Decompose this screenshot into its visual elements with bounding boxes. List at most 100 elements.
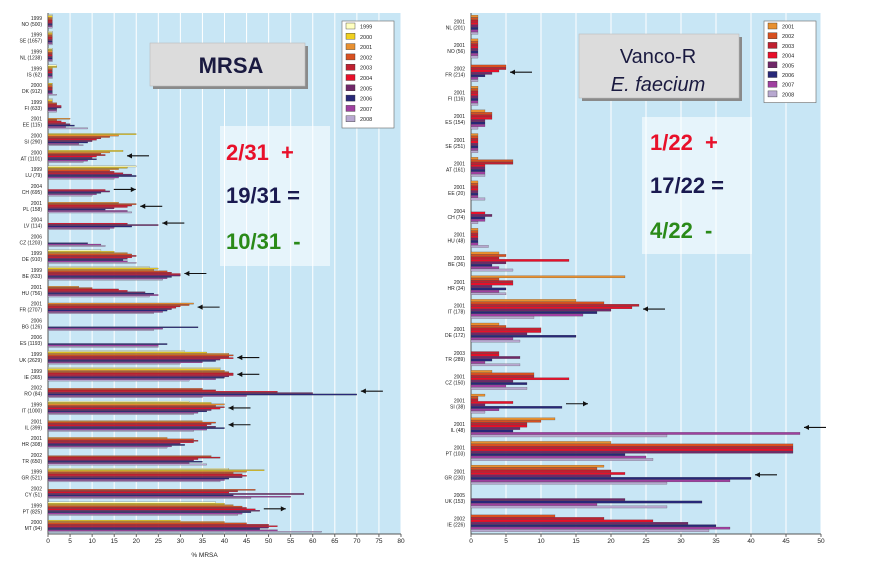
vre-category-year: 2001 (454, 446, 465, 452)
mrsa-bar (47, 526, 269, 529)
mrsa-bar (47, 193, 97, 195)
vre-legend-label: 2007 (782, 83, 794, 89)
mrsa-category-label: GR (521) (21, 476, 42, 482)
mrsa-bar (47, 211, 132, 214)
mrsa-category-label: TR (650) (22, 459, 42, 465)
vre-category-year: 2001 (454, 469, 465, 475)
mrsa-bar (47, 190, 110, 193)
mrsa-bar (47, 406, 225, 408)
mrsa-bar (47, 253, 132, 256)
mrsa-category-year: 1999 (31, 268, 42, 274)
vre-bar (470, 514, 556, 518)
mrsa-bar (47, 389, 216, 392)
mrsa-bar (47, 165, 137, 168)
mrsa-bar (47, 291, 146, 294)
mrsa-bar (47, 350, 185, 352)
mrsa-category-year: 2001 (31, 436, 42, 442)
mrsa-arrow-head (237, 371, 243, 377)
mrsa-bar (47, 344, 159, 347)
mrsa-bar (47, 158, 97, 160)
mrsa-bar (47, 458, 199, 460)
vre-summary-panel (642, 117, 752, 254)
mrsa-bar (47, 362, 181, 365)
mrsa-bar (47, 257, 128, 260)
mrsa-category-label: NO (500) (21, 22, 42, 28)
vre-bar (470, 117, 493, 120)
vre-bar (470, 301, 605, 305)
vre-bar (470, 403, 486, 407)
mrsa-bar (47, 277, 168, 279)
vre-bar (470, 188, 479, 191)
vre-bar (470, 479, 731, 483)
mrsa-category-year: 1999 (31, 352, 42, 358)
mrsa-bar (47, 393, 357, 396)
mrsa-category-year: 1999 (31, 251, 42, 257)
mrsa-bar (47, 403, 225, 406)
vre-category-label: UK (153) (445, 499, 465, 505)
mrsa-bar (47, 491, 230, 494)
mrsa-bar (47, 376, 225, 379)
mrsa-bar (47, 461, 203, 463)
mrsa-bar (47, 42, 53, 44)
mrsa-bar (47, 442, 181, 445)
mrsa-bar (47, 371, 230, 373)
mrsa-bar (47, 171, 115, 173)
mrsa-bar (47, 521, 225, 523)
mrsa-bar (47, 178, 115, 180)
vre-bar (470, 339, 521, 343)
mrsa-bar (47, 194, 93, 197)
vre-bar (470, 29, 479, 33)
mrsa-bar (47, 270, 168, 273)
vre-legend-label: 2008 (782, 92, 794, 98)
vre-summary-ratio: 1/22 + (650, 130, 718, 155)
mrsa-summary-ratio: 10/31 - (226, 229, 301, 254)
mrsa-category-label: IE (365) (24, 375, 42, 381)
vre-bar (470, 112, 493, 115)
vre-bar (470, 332, 528, 336)
mrsa-bar (47, 25, 53, 27)
mrsa-category-year: 1999 (31, 369, 42, 375)
mrsa-bar (47, 490, 238, 492)
mrsa-legend-swatch (345, 53, 356, 61)
mrsa-bar (47, 245, 106, 247)
vre-bar (470, 27, 479, 30)
mrsa-bar (47, 120, 62, 123)
vre-bar (470, 228, 479, 231)
vre-bar (470, 458, 654, 461)
mrsa-bar (47, 343, 168, 345)
mrsa-bar (47, 161, 84, 163)
mrsa-bar (47, 40, 53, 43)
vre-bar (470, 174, 486, 177)
vre-category-year: 2001 (454, 398, 465, 404)
vre-bar (470, 469, 612, 473)
vre-bar (470, 100, 479, 104)
vre-bar (470, 446, 794, 449)
mrsa-chart-title: MRSA (199, 53, 264, 78)
vre-category-label: CZ (150) (445, 381, 465, 387)
vre-bar (470, 164, 486, 167)
vre-bar (470, 370, 493, 373)
mrsa-trend-arrow (113, 186, 136, 193)
mrsa-summary-ratio: 2/31 + (226, 140, 294, 165)
mrsa-bar (47, 91, 53, 93)
mrsa-bar (47, 98, 53, 100)
vre-legend-label: 2003 (782, 44, 794, 50)
mrsa-category-year: 2002 (31, 486, 42, 492)
vre-bar (470, 263, 493, 267)
mrsa-bar (47, 428, 207, 431)
mrsa-x-tick-label: 55 (287, 538, 295, 545)
mrsa-bar (47, 501, 216, 504)
mrsa-bar (47, 168, 119, 170)
mrsa-bar (47, 307, 177, 309)
mrsa-bar (47, 476, 243, 478)
vre-bar (470, 424, 528, 428)
vre-bar (470, 183, 479, 186)
mrsa-x-tick-label: 25 (155, 538, 163, 545)
mrsa-bar (47, 312, 155, 314)
mrsa-x-tick-label: 5 (68, 538, 72, 545)
vre-bar (470, 327, 542, 331)
mrsa-bar (47, 242, 88, 244)
mrsa-bar (47, 272, 172, 274)
vre-bar (470, 121, 486, 125)
